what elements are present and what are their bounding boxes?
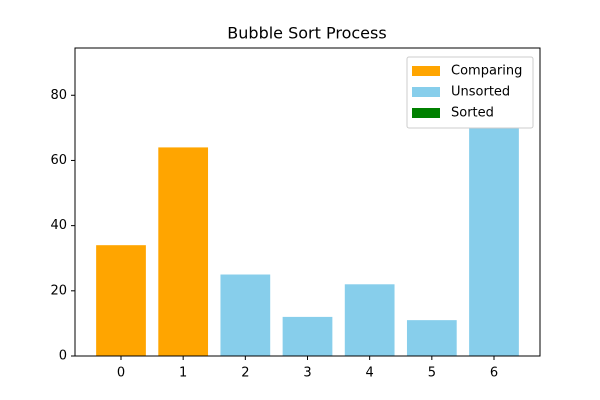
- legend-swatch: [412, 108, 440, 118]
- bar: [344, 284, 395, 356]
- y-tick-label: 0: [59, 349, 67, 364]
- bar: [96, 245, 146, 356]
- x-tick-label: 3: [303, 366, 311, 381]
- legend-label: Unsorted: [451, 85, 510, 100]
- x-tick-label: 4: [366, 366, 374, 381]
- x-tick-label: 2: [241, 366, 249, 381]
- bar: [406, 320, 457, 356]
- y-tick-label: 80: [50, 88, 67, 103]
- x-tick-label: 5: [428, 366, 436, 381]
- y-tick-label: 60: [50, 153, 67, 168]
- y-tick-label: 40: [50, 218, 67, 233]
- x-tick-label: 1: [179, 366, 187, 381]
- legend-swatch: [412, 66, 440, 76]
- x-tick-label: 6: [490, 366, 498, 381]
- bar: [220, 274, 271, 356]
- legend-swatch: [412, 87, 440, 97]
- legend-label: Sorted: [451, 106, 494, 121]
- bar: [282, 316, 333, 356]
- x-tick-label: 0: [117, 366, 125, 381]
- legend-label: Comparing: [451, 64, 522, 79]
- axes-frame: [74, 47, 541, 357]
- y-tick-label: 20: [50, 283, 67, 298]
- chart-title: Bubble Sort Process: [227, 24, 386, 43]
- bar: [158, 147, 209, 356]
